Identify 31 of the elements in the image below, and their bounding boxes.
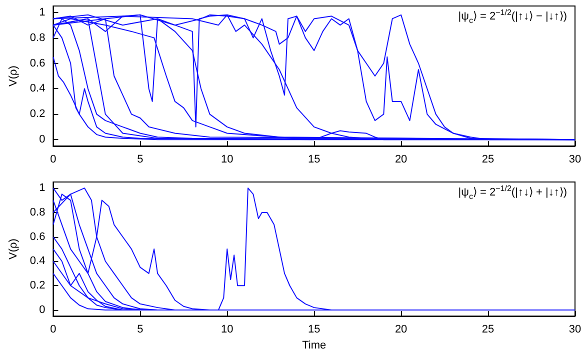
y-tick-label: 0.4 — [30, 255, 46, 268]
x-tick-label: 25 — [482, 154, 494, 166]
y-axis-title: V(ρ) — [8, 238, 20, 260]
x-tick-label: 0 — [50, 154, 56, 166]
x-tick-label: 10 — [221, 324, 234, 336]
annotation: |ψ$_{c}$⟩ = 2$^{−1/2}$(|↑↓⟩ − |↓↑⟩) — [458, 8, 567, 25]
x-tick-label: 5 — [137, 154, 144, 166]
x-tick-label: 30 — [568, 154, 582, 166]
x-tick-label: 15 — [308, 154, 320, 166]
y-tick-label: 0.2 — [30, 108, 46, 120]
x-axis-title: Time — [302, 340, 326, 352]
x-tick-label: 5 — [137, 324, 144, 336]
y-tick-label: 0.4 — [30, 82, 46, 95]
y-tick-label: 0.6 — [30, 57, 46, 70]
x-tick-label: 0 — [50, 324, 56, 336]
x-tick-label: 20 — [394, 324, 408, 336]
x-tick-label: 10 — [221, 154, 234, 166]
y-axis-title: V(ρ) — [8, 66, 20, 86]
x-tick-label: 25 — [482, 324, 494, 336]
y-tick-label: 0.8 — [30, 32, 46, 44]
y-tick-label: 0.8 — [30, 206, 46, 218]
y-tick-label: 1 — [39, 6, 46, 18]
x-tick-label: 30 — [568, 324, 582, 336]
x-tick-label: 20 — [394, 154, 408, 166]
annotation: |ψ$_{c}$⟩ = 2$^{−1/2}$(|↑↓⟩ + |↓↑⟩) — [458, 184, 567, 201]
x-tick-label: 15 — [308, 324, 320, 336]
y-tick-label: 0 — [39, 134, 46, 146]
y-tick-label: 0 — [39, 304, 46, 316]
y-tick-label: 1 — [39, 182, 46, 194]
y-tick-label: 0.2 — [30, 280, 46, 292]
y-tick-label: 0.6 — [30, 230, 46, 243]
